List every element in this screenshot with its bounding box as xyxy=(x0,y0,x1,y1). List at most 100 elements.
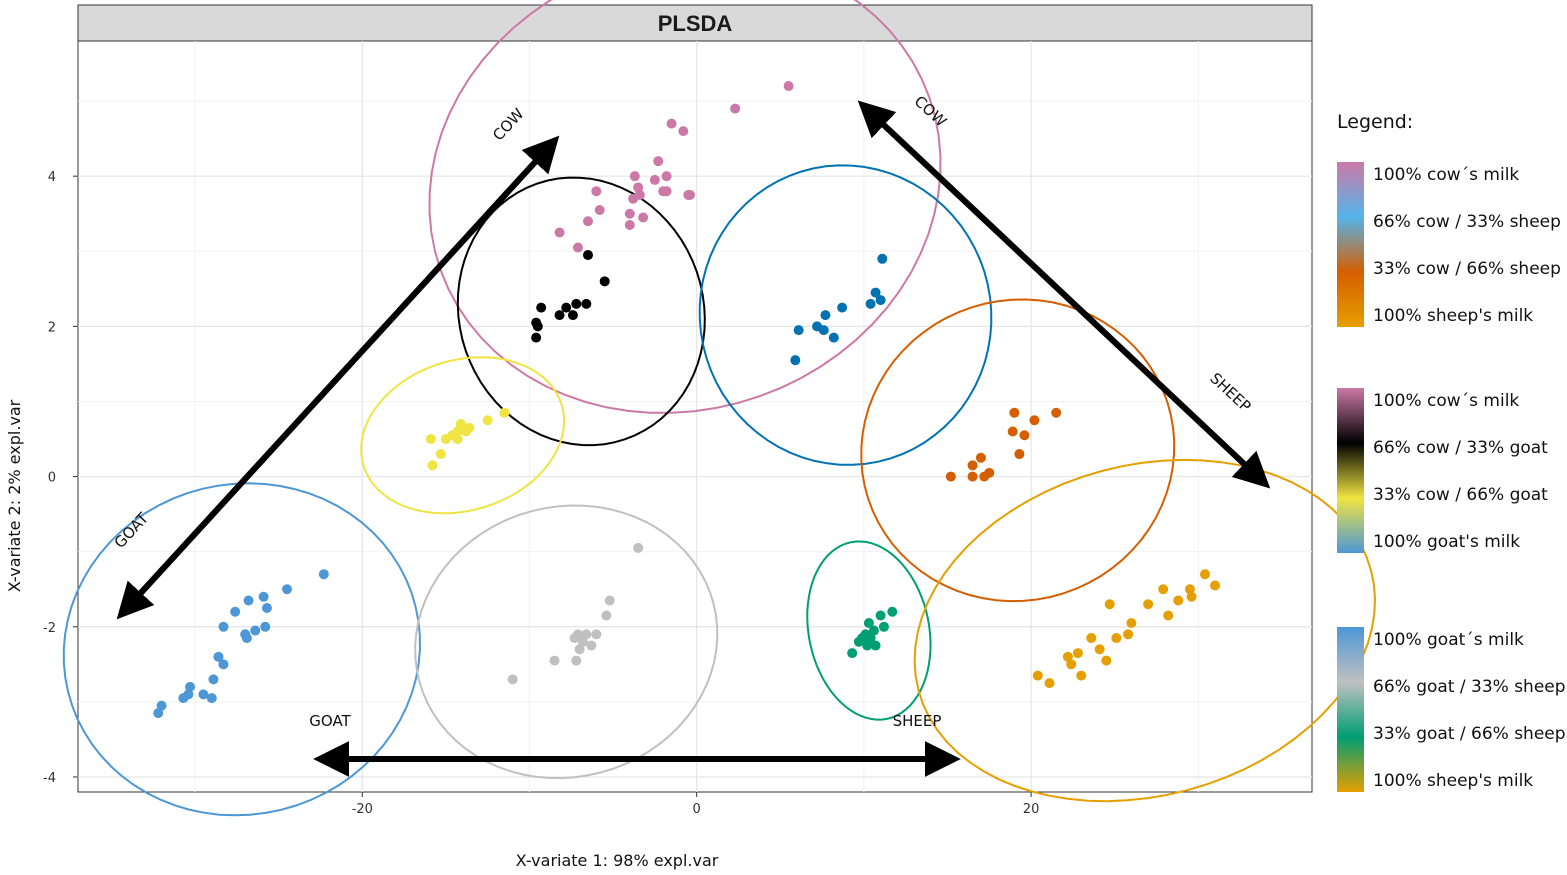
y-tick-label: 2 xyxy=(48,320,56,335)
data-point xyxy=(818,325,829,336)
data-point xyxy=(847,648,858,659)
data-point xyxy=(1163,610,1174,621)
y-tick-label: 0 xyxy=(48,471,56,486)
data-point xyxy=(1072,648,1083,659)
data-point xyxy=(581,298,592,309)
legend-entry-label: 100% goat's milk xyxy=(1373,532,1520,552)
legend-entry-label: 33% cow / 66% goat xyxy=(1373,485,1548,505)
legend-title: Legend: xyxy=(1337,111,1413,133)
data-point xyxy=(878,621,889,632)
confidence-ellipse xyxy=(913,458,1377,803)
confidence-ellipses xyxy=(62,0,1377,817)
data-point xyxy=(868,625,879,636)
data-point xyxy=(258,591,269,602)
data-point xyxy=(624,208,635,219)
data-point xyxy=(250,625,261,636)
data-point xyxy=(218,621,229,632)
data-point xyxy=(601,610,612,621)
legend: 100% cow´s milk 66% cow / 33% sheep 33% co… xyxy=(1337,162,1566,792)
data-point xyxy=(837,302,848,313)
data-point xyxy=(561,302,572,313)
data-point xyxy=(1101,655,1112,666)
x-tick-label: 0 xyxy=(693,802,701,817)
data-point xyxy=(1184,584,1195,595)
data-point xyxy=(1143,599,1154,610)
y-axis-title: X-variate 2: 2% expl.var xyxy=(5,399,24,592)
data-point xyxy=(582,250,593,261)
data-point xyxy=(666,118,677,129)
y-tick-label: -2 xyxy=(43,621,56,636)
data-point xyxy=(460,426,471,437)
confidence-ellipse xyxy=(414,504,719,780)
data-point xyxy=(1086,633,1097,644)
chart-title: PLSDA xyxy=(658,11,733,36)
data-point xyxy=(975,452,986,463)
data-point xyxy=(574,644,585,655)
arrow-label-sheep-bottom: SHEEP xyxy=(893,712,942,730)
grid-lines xyxy=(78,41,1312,792)
data-point xyxy=(1123,629,1134,640)
arrow-label-goat-bottom: GOAT xyxy=(309,712,351,730)
confidence-ellipse xyxy=(698,164,993,466)
data-point xyxy=(870,287,881,298)
data-point xyxy=(571,655,582,666)
data-point xyxy=(153,708,164,719)
data-point xyxy=(577,636,588,647)
legend-entry-label: 66% cow / 33% goat xyxy=(1373,438,1548,458)
data-point xyxy=(230,606,241,617)
data-point xyxy=(455,419,466,430)
arrow-cow-sheep-up xyxy=(857,100,1261,480)
legend-entry-label: 100% goat´s milk xyxy=(1373,630,1524,650)
data-point xyxy=(571,298,582,309)
data-point xyxy=(581,629,592,640)
data-point xyxy=(945,471,956,482)
data-point xyxy=(877,253,888,264)
data-point xyxy=(783,81,794,92)
confidence-ellipse xyxy=(360,356,565,515)
data-point xyxy=(1007,426,1018,437)
legend-entry-label: 33% goat / 66% sheep xyxy=(1373,724,1566,744)
data-point xyxy=(427,460,438,471)
data-point xyxy=(572,242,583,253)
data-point xyxy=(1032,670,1043,681)
data-point xyxy=(853,636,864,647)
data-point xyxy=(1076,670,1087,681)
data-point xyxy=(435,449,446,460)
data-point xyxy=(260,621,271,632)
data-point xyxy=(979,471,990,482)
data-point xyxy=(532,321,543,332)
data-point xyxy=(629,171,640,182)
data-point xyxy=(482,415,493,426)
data-point xyxy=(633,182,644,193)
confidence-ellipse xyxy=(860,298,1176,603)
data-point xyxy=(653,156,664,167)
plot-panel xyxy=(77,40,1313,793)
data-point xyxy=(1009,407,1020,418)
data-point xyxy=(1044,678,1055,689)
y-tick-label: -4 xyxy=(43,771,56,786)
data-point xyxy=(633,542,644,553)
data-point xyxy=(875,610,886,621)
legend-entry-label: 100% sheep's milk xyxy=(1373,771,1533,791)
x-axis-title: X-variate 1: 98% expl.var xyxy=(516,851,719,870)
data-point xyxy=(1014,449,1025,460)
data-point xyxy=(828,332,839,343)
data-point xyxy=(863,618,874,629)
data-point xyxy=(1029,415,1040,426)
title-strip xyxy=(77,4,1313,42)
data-point xyxy=(1094,644,1105,655)
legend-entry-label: 100% cow´s milk xyxy=(1373,165,1519,185)
confidence-ellipse xyxy=(456,176,706,447)
legend-entry-label: 66% goat / 33% sheep xyxy=(1373,677,1566,697)
data-point xyxy=(1062,651,1073,662)
data-point xyxy=(586,640,597,651)
data-point xyxy=(440,434,451,445)
data-point xyxy=(569,633,580,644)
data-point xyxy=(967,471,978,482)
data-point xyxy=(425,434,436,445)
data-point xyxy=(1186,591,1197,602)
data-point xyxy=(185,681,196,692)
data-point xyxy=(208,674,219,685)
data-point xyxy=(243,595,254,606)
